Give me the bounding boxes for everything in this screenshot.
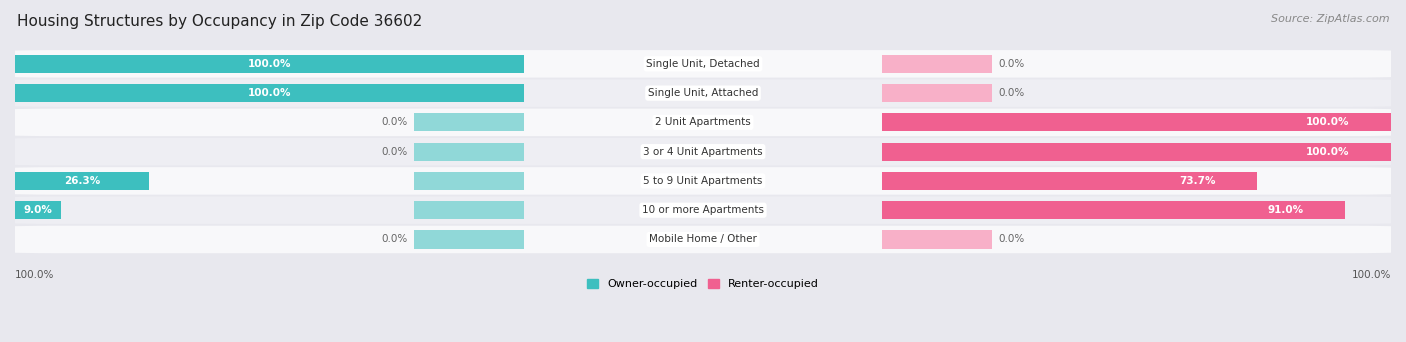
Text: 10 or more Apartments: 10 or more Apartments <box>643 205 763 215</box>
FancyBboxPatch shape <box>8 50 1398 78</box>
Bar <box>413 201 524 219</box>
Text: 0.0%: 0.0% <box>381 117 408 127</box>
Text: Source: ZipAtlas.com: Source: ZipAtlas.com <box>1271 14 1389 24</box>
Legend: Owner-occupied, Renter-occupied: Owner-occupied, Renter-occupied <box>582 275 824 294</box>
Bar <box>15 201 60 219</box>
Text: Single Unit, Attached: Single Unit, Attached <box>648 88 758 98</box>
Bar <box>413 172 524 190</box>
Text: Single Unit, Detached: Single Unit, Detached <box>647 59 759 69</box>
Bar <box>413 84 524 102</box>
Bar <box>15 84 524 102</box>
Bar <box>413 55 524 73</box>
Text: 5 to 9 Unit Apartments: 5 to 9 Unit Apartments <box>644 176 762 186</box>
FancyBboxPatch shape <box>8 226 1398 253</box>
Bar <box>882 143 1391 161</box>
Text: Mobile Home / Other: Mobile Home / Other <box>650 235 756 245</box>
Text: 73.7%: 73.7% <box>1180 176 1216 186</box>
Text: 91.0%: 91.0% <box>1268 205 1303 215</box>
Bar <box>882 172 1257 190</box>
Text: 100.0%: 100.0% <box>1306 147 1350 157</box>
FancyBboxPatch shape <box>8 109 1398 136</box>
Text: 2 Unit Apartments: 2 Unit Apartments <box>655 117 751 127</box>
Text: 100.0%: 100.0% <box>1306 117 1350 127</box>
Text: 0.0%: 0.0% <box>998 59 1025 69</box>
Bar <box>15 55 524 73</box>
Bar <box>882 231 993 249</box>
Text: 3 or 4 Unit Apartments: 3 or 4 Unit Apartments <box>643 147 763 157</box>
FancyBboxPatch shape <box>8 79 1398 107</box>
Bar <box>413 231 524 249</box>
Text: 0.0%: 0.0% <box>381 235 408 245</box>
Bar <box>882 172 993 190</box>
FancyBboxPatch shape <box>8 196 1398 224</box>
Text: 0.0%: 0.0% <box>998 235 1025 245</box>
Bar <box>413 113 524 131</box>
Text: 0.0%: 0.0% <box>381 147 408 157</box>
Text: Housing Structures by Occupancy in Zip Code 36602: Housing Structures by Occupancy in Zip C… <box>17 14 422 29</box>
Bar <box>882 84 993 102</box>
Bar <box>882 113 1391 131</box>
FancyBboxPatch shape <box>8 138 1398 166</box>
Bar <box>882 113 993 131</box>
Text: 100.0%: 100.0% <box>15 269 55 280</box>
Text: 9.0%: 9.0% <box>24 205 52 215</box>
Text: 100.0%: 100.0% <box>247 59 291 69</box>
Bar <box>882 201 1346 219</box>
Text: 0.0%: 0.0% <box>998 88 1025 98</box>
Bar <box>882 201 993 219</box>
Bar <box>413 143 524 161</box>
Text: 26.3%: 26.3% <box>63 176 100 186</box>
Text: 100.0%: 100.0% <box>1351 269 1391 280</box>
Bar <box>882 55 993 73</box>
Bar <box>882 143 993 161</box>
Text: 100.0%: 100.0% <box>247 88 291 98</box>
FancyBboxPatch shape <box>8 167 1398 195</box>
Bar <box>15 172 149 190</box>
